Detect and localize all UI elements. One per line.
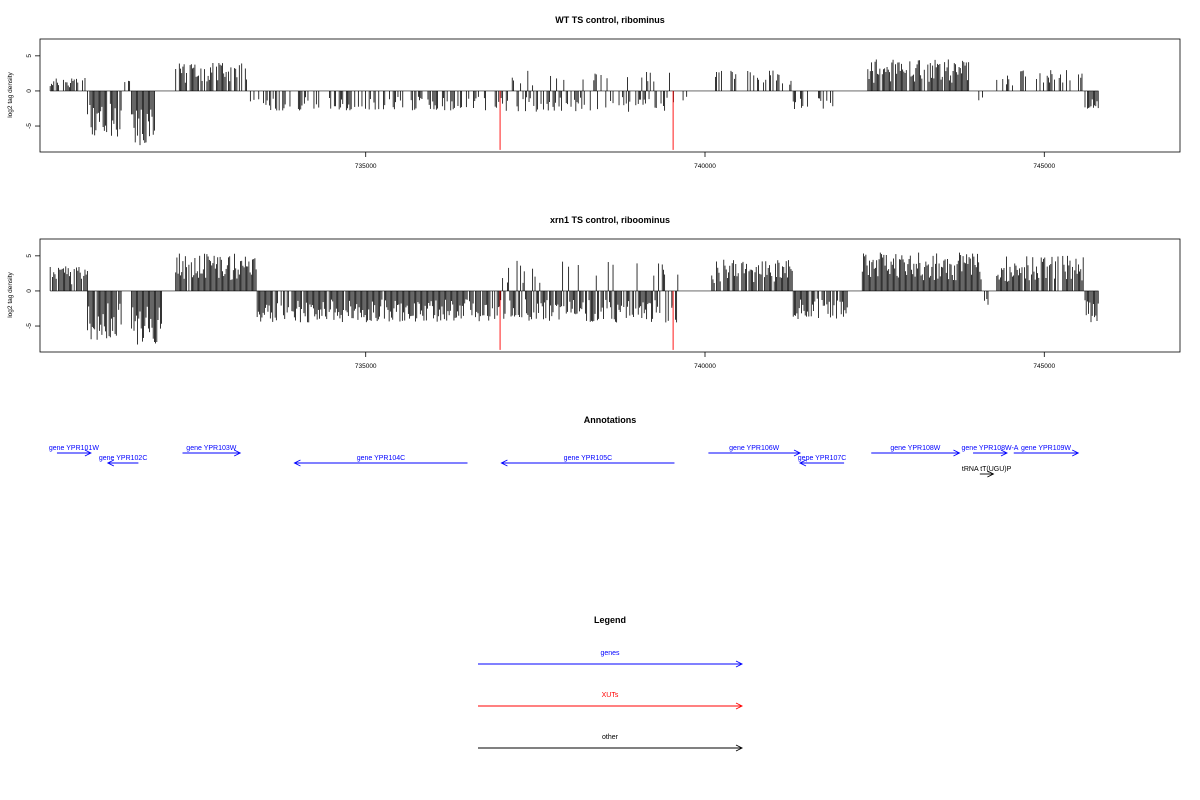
x-tick-label: 740000: [694, 163, 716, 170]
feature-arrow: [871, 449, 961, 457]
y-tick-label: 5: [26, 254, 33, 258]
y-tick-label: -5: [26, 323, 33, 329]
xrn1-y-axis-label: log2 tag density: [7, 271, 14, 317]
xrn1-track-title: xrn1 TS control, riboominus: [550, 215, 670, 225]
feature-label: gene YPR109W: [1021, 445, 1071, 452]
feature-label: gene YPR108W-A: [962, 445, 1019, 452]
x-tick-label: 745000: [1033, 363, 1055, 370]
wt-density-track: WT TS control, ribominus log2 tag densit…: [7, 15, 1181, 170]
feature-label: gene YPR101W: [49, 445, 99, 452]
feature-arrow: [979, 470, 995, 478]
feature-label: gene YPR103W: [186, 445, 236, 452]
annotations-title: Annotations: [584, 415, 637, 425]
feature-arrow: [293, 459, 468, 467]
feature-label: gepe YPR107C: [798, 455, 847, 462]
legend-item-label: genes: [600, 650, 620, 657]
feature-arrow: [106, 459, 139, 467]
legend-item-label: XUTs: [602, 692, 619, 699]
legend-title: Legend: [594, 615, 626, 625]
feature-arrow: [1013, 449, 1080, 457]
wt-bars: [49, 59, 1099, 150]
legend: Legend genes XUTs other: [478, 615, 744, 752]
legend-arrow: [478, 702, 744, 710]
x-tick-label: 735000: [355, 163, 377, 170]
wt-y-axis-label: log2 tag density: [7, 71, 14, 117]
xrn1-density-track: xrn1 TS control, riboominus log2 tag den…: [7, 215, 1181, 370]
feature-label: gene YPR102C: [99, 455, 148, 462]
x-tick-label: 745000: [1033, 163, 1055, 170]
y-tick-label: 5: [26, 54, 33, 58]
xrn1-axes: 735000 740000 745000 -5 0 5: [26, 254, 1056, 370]
feature-arrow: [708, 449, 802, 457]
feature-arrow: [182, 449, 242, 457]
x-tick-label: 740000: [694, 363, 716, 370]
wt-axes: 735000 740000 745000 -5 0 5: [26, 54, 1056, 170]
wt-plot-frame: [39, 38, 1181, 153]
feature-arrow: [500, 459, 675, 467]
legend-arrow: [478, 744, 744, 752]
feature-label: tRNA tT(UGU)P: [962, 466, 1012, 473]
feature-label: gene YPR104C: [357, 455, 406, 462]
legend-arrow: [478, 660, 744, 668]
legend-item-label: other: [602, 734, 619, 741]
xrn1-plot-frame: [39, 238, 1181, 353]
x-tick-label: 735000: [355, 363, 377, 370]
legend-items: genes XUTs other: [478, 650, 744, 752]
y-tick-label: -5: [26, 123, 33, 129]
feature-arrow: [973, 449, 1008, 457]
feature-label: gene YPR108W: [890, 445, 940, 452]
feature-arrow: [798, 459, 845, 467]
feature-arrow: [56, 449, 92, 457]
y-tick-label: 0: [26, 289, 33, 293]
feature-label: gene YPR106W: [729, 445, 779, 452]
y-tick-label: 0: [26, 89, 33, 93]
feature-label: gene YPR105C: [564, 455, 613, 462]
wt-track-title: WT TS control, ribominus: [555, 15, 665, 25]
xrn1-bars: [49, 252, 1099, 350]
